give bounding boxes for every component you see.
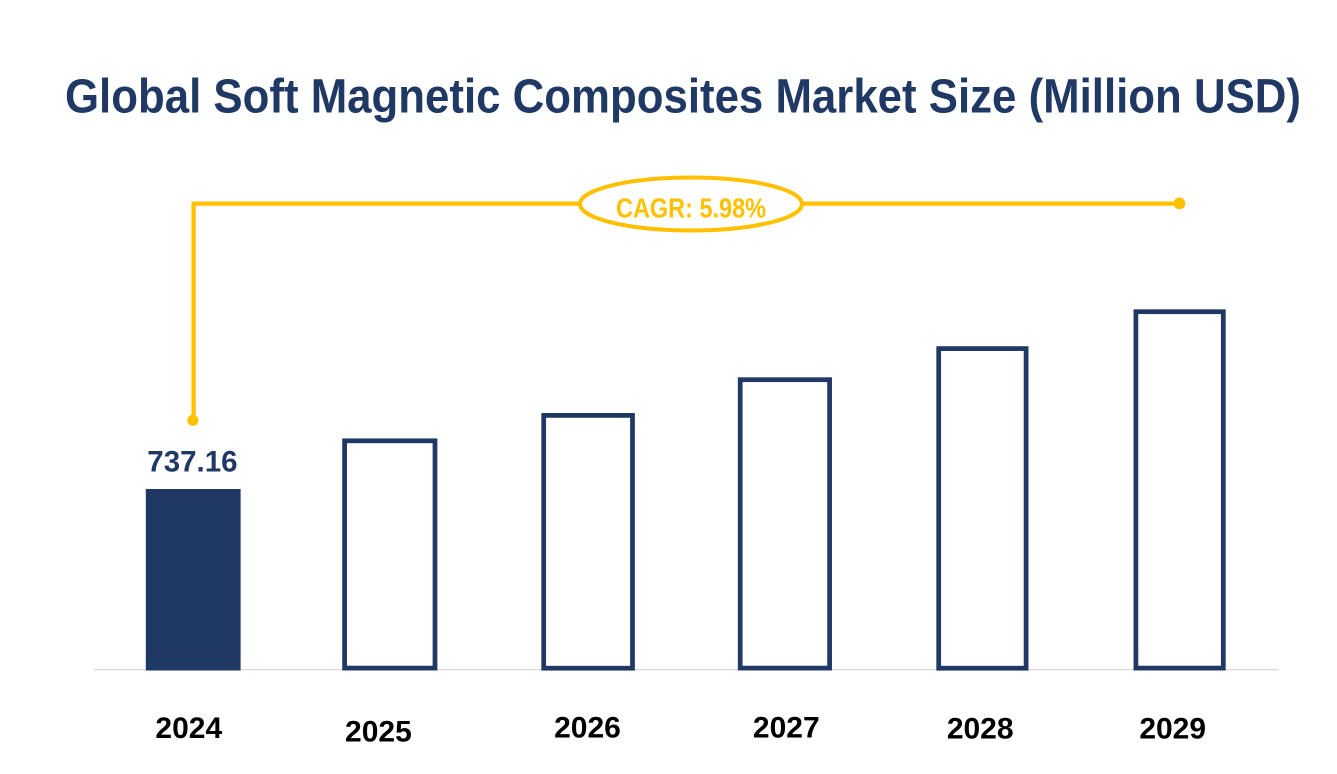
svg-text:737.16: 737.16 [147, 446, 237, 479]
svg-text:2028: 2028 [947, 713, 1014, 746]
svg-text:2026: 2026 [554, 712, 621, 745]
svg-text:2029: 2029 [1139, 713, 1206, 746]
svg-text:2027: 2027 [753, 712, 820, 745]
svg-text:CAGR: 5.98%: CAGR: 5.98% [616, 193, 766, 224]
svg-text:2025: 2025 [345, 716, 412, 749]
svg-text:2024: 2024 [155, 712, 222, 745]
svg-text:Global Soft Magnetic Composite: Global Soft Magnetic Composites Market S… [65, 71, 1301, 124]
